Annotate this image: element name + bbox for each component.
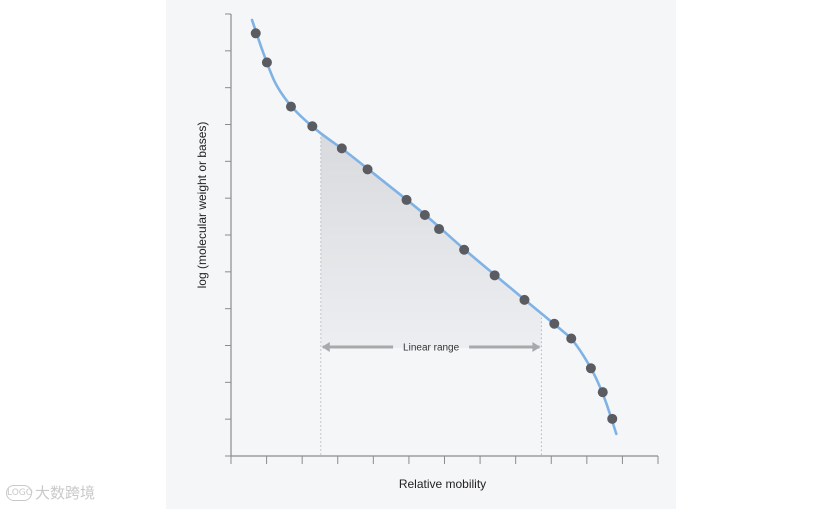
data-point xyxy=(585,363,596,374)
data-point xyxy=(434,224,445,235)
y-axis-title: log (molecular weight or bases) xyxy=(195,122,209,289)
data-point xyxy=(459,244,470,255)
data-point xyxy=(336,143,347,154)
data-point xyxy=(362,164,373,175)
linear-range-arrow-left-head xyxy=(321,342,330,352)
data-point xyxy=(307,121,318,132)
data-point xyxy=(250,28,261,39)
data-point xyxy=(566,333,577,344)
linear-range-label: Linear range xyxy=(403,343,460,354)
data-point xyxy=(597,387,608,398)
data-point xyxy=(549,318,560,329)
data-point xyxy=(285,101,296,112)
fit-curve xyxy=(250,18,618,436)
x-axis-title: Relative mobility xyxy=(399,477,486,491)
linear-range-shade xyxy=(320,133,542,348)
linear-range-arrow-right-head xyxy=(532,342,541,352)
data-point xyxy=(607,413,618,424)
data-point xyxy=(261,57,272,68)
watermark-text: 大数跨境 xyxy=(35,484,96,502)
watermark: LOGO 大数跨境 xyxy=(6,482,95,503)
data-point xyxy=(419,210,430,221)
data-point xyxy=(519,294,530,305)
data-point xyxy=(401,194,412,205)
data-point xyxy=(489,270,500,281)
watermark-logo-icon: LOGO xyxy=(6,484,33,501)
